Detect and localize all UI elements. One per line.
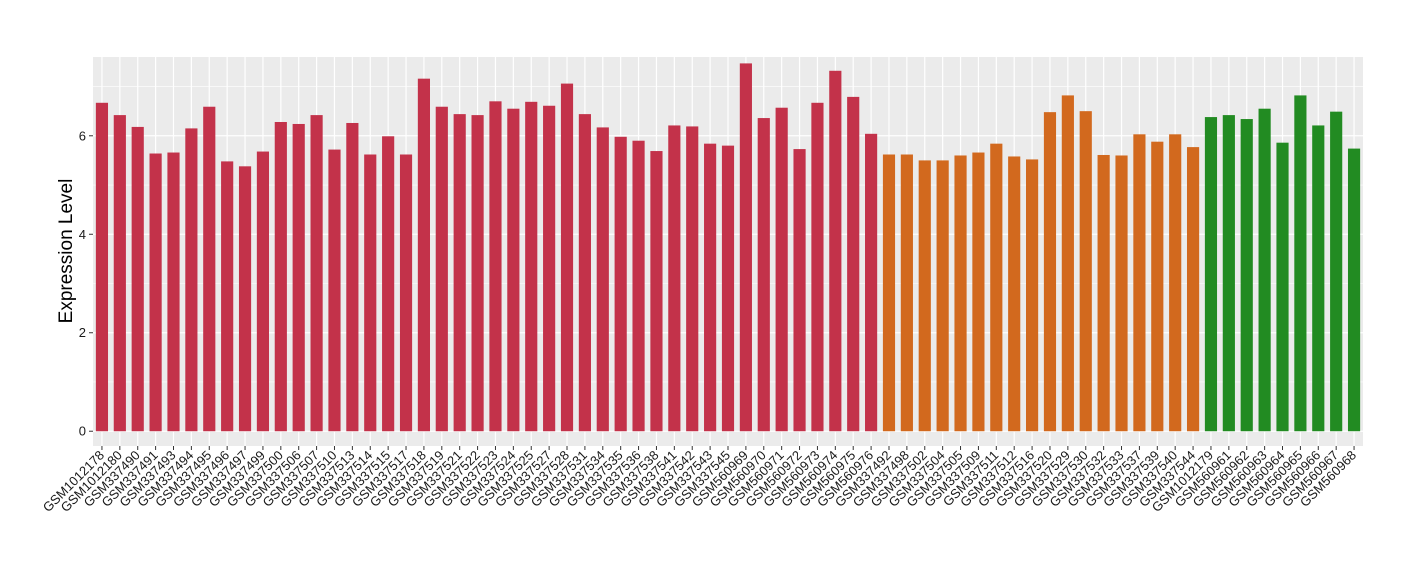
bar-GSM337497 bbox=[238, 166, 252, 432]
bar-GSM337507 bbox=[310, 115, 323, 432]
bar-GSM337506 bbox=[292, 123, 305, 432]
bar-GSM337499 bbox=[256, 151, 270, 432]
bar-GSM337511 bbox=[990, 143, 1003, 432]
bar-GSM337540 bbox=[1169, 134, 1182, 432]
bar-GSM560963 bbox=[1258, 108, 1271, 432]
bar-GSM337520 bbox=[1043, 112, 1057, 432]
bar-GSM337491 bbox=[149, 153, 162, 432]
bar-GSM337528 bbox=[560, 83, 574, 432]
bar-GSM337512 bbox=[1008, 156, 1021, 432]
bar-GSM337518 bbox=[417, 78, 430, 432]
bar-GSM337536 bbox=[632, 140, 645, 432]
bar-GSM337514 bbox=[364, 154, 377, 432]
bar-GSM560962 bbox=[1240, 119, 1253, 432]
bar-GSM560969 bbox=[739, 63, 752, 432]
bar-GSM337496 bbox=[221, 161, 234, 432]
bar-GSM1012179 bbox=[1204, 117, 1218, 432]
bar-GSM337492 bbox=[882, 154, 896, 432]
bar-GSM337519 bbox=[435, 106, 448, 432]
bar-GSM337534 bbox=[596, 127, 609, 432]
bar-GSM337513 bbox=[346, 122, 359, 432]
bar-GSM337493 bbox=[167, 152, 180, 432]
bar-GSM337544 bbox=[1186, 147, 1200, 432]
bar-GSM337529 bbox=[1061, 95, 1074, 432]
bar-GSM337516 bbox=[1026, 159, 1039, 432]
bar-GSM337537 bbox=[1133, 134, 1146, 432]
x-axis: GSM1012178GSM1012180GSM337490GSM337491GS… bbox=[40, 446, 1359, 515]
bar-GSM337538 bbox=[650, 151, 663, 432]
bar-GSM337545 bbox=[721, 145, 735, 432]
bar-GSM337527 bbox=[543, 105, 556, 432]
bar-GSM560973 bbox=[811, 102, 824, 432]
bar-GSM560961 bbox=[1222, 115, 1235, 432]
bar-GSM1012180 bbox=[113, 115, 126, 432]
bar-GSM560968 bbox=[1347, 148, 1361, 432]
bar-GSM337502 bbox=[918, 160, 931, 432]
bar-GSM337504 bbox=[936, 160, 949, 432]
bar-GSM337530 bbox=[1079, 111, 1092, 432]
bar-GSM337543 bbox=[704, 143, 717, 432]
y-axis: 0 2 4 6 bbox=[79, 128, 93, 439]
bar-GSM337523 bbox=[489, 101, 502, 432]
bar-GSM337505 bbox=[954, 155, 967, 432]
bar-GSM337525 bbox=[525, 101, 538, 432]
bar-GSM337535 bbox=[614, 136, 627, 432]
bar-GSM337500 bbox=[274, 121, 287, 432]
bar-GSM560966 bbox=[1312, 125, 1325, 432]
bar-GSM337539 bbox=[1151, 141, 1164, 432]
bar-GSM337515 bbox=[382, 136, 395, 432]
bar-GSM337510 bbox=[328, 149, 341, 432]
bar-GSM337531 bbox=[578, 114, 591, 432]
bar-GSM337541 bbox=[668, 125, 681, 432]
bar-GSM560970 bbox=[757, 118, 770, 432]
bar-GSM337532 bbox=[1097, 154, 1110, 432]
bar-GSM560975 bbox=[847, 96, 860, 432]
bar-GSM337498 bbox=[900, 154, 913, 432]
bar-GSM560972 bbox=[793, 149, 806, 432]
bar-GSM560974 bbox=[829, 70, 842, 432]
bars-group bbox=[95, 63, 1361, 432]
bar-GSM337509 bbox=[972, 152, 985, 432]
y-axis-title: Expression Level bbox=[56, 179, 77, 324]
bar-GSM337522 bbox=[471, 115, 484, 432]
bar-GSM560965 bbox=[1294, 95, 1307, 432]
bar-GSM560976 bbox=[865, 133, 878, 432]
bar-GSM560967 bbox=[1330, 111, 1343, 432]
bar-GSM560971 bbox=[775, 107, 788, 432]
y-tick-label: 2 bbox=[79, 325, 86, 340]
bar-GSM560964 bbox=[1276, 142, 1289, 432]
bar-GSM1012178 bbox=[95, 102, 109, 432]
bar-GSM337542 bbox=[686, 126, 699, 432]
y-tick-label: 6 bbox=[79, 128, 86, 143]
y-tick-label: 4 bbox=[79, 227, 86, 242]
bar-GSM337494 bbox=[185, 128, 198, 432]
bar-GSM337521 bbox=[453, 114, 466, 432]
bar-GSM337490 bbox=[131, 126, 144, 432]
y-tick-label: 0 bbox=[79, 424, 86, 439]
bar-GSM337533 bbox=[1115, 155, 1128, 432]
bar-GSM337524 bbox=[507, 108, 520, 432]
bar-GSM337517 bbox=[399, 154, 413, 432]
bar-GSM337495 bbox=[203, 106, 216, 432]
